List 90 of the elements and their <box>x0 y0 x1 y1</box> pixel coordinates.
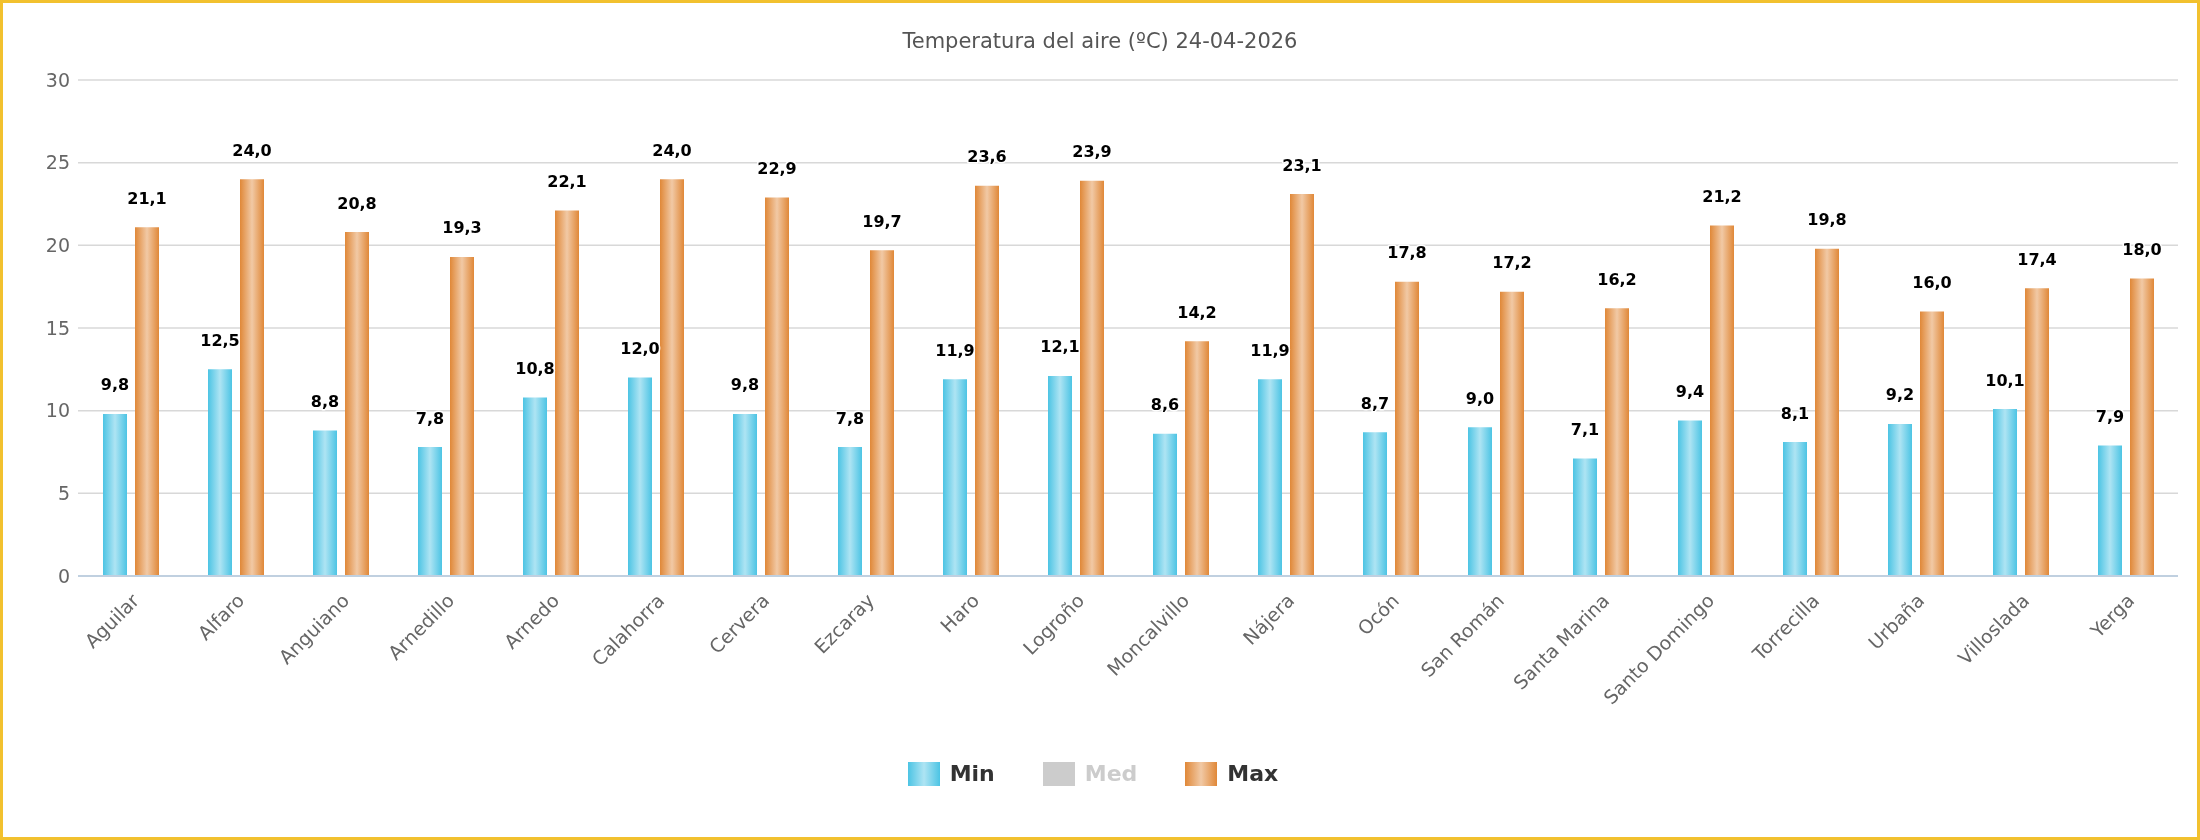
bar <box>2130 278 2154 576</box>
bar <box>1395 281 1419 576</box>
data-label: 11,9 <box>1250 340 1290 360</box>
y-tick-label: 15 <box>45 316 70 339</box>
data-label: 24,0 <box>232 140 272 160</box>
bar <box>313 430 337 576</box>
bar <box>1363 432 1387 576</box>
y-tick-label: 5 <box>57 482 70 505</box>
y-tick-label: 10 <box>45 399 70 422</box>
data-label: 9,8 <box>730 375 760 395</box>
data-label: 10,1 <box>1985 370 2025 390</box>
data-label: 23,6 <box>967 147 1007 167</box>
bar <box>975 185 999 576</box>
bar <box>1500 291 1524 576</box>
data-label: 17,8 <box>1387 243 1427 263</box>
bar <box>523 397 547 576</box>
bar <box>1048 375 1072 576</box>
bar <box>555 210 579 576</box>
bar <box>943 379 967 576</box>
chart-title: Temperatura del aire (ºC) 24-04-2026 <box>901 29 1299 53</box>
data-label: 23,9 <box>1072 142 1112 162</box>
data-label: 7,8 <box>415 408 445 428</box>
bar <box>1815 248 1839 576</box>
data-label: 22,1 <box>547 172 587 192</box>
bar <box>1605 308 1629 576</box>
data-label: 8,1 <box>1780 403 1810 423</box>
data-label: 19,7 <box>862 211 902 231</box>
bar <box>1920 311 1944 576</box>
data-label: 7,8 <box>835 408 865 428</box>
data-label: 16,0 <box>1912 272 1952 292</box>
bar <box>1888 423 1912 576</box>
bar <box>838 447 862 576</box>
data-label: 23,1 <box>1282 155 1322 175</box>
data-label: 16,2 <box>1597 269 1637 289</box>
bar <box>345 232 369 576</box>
bar <box>1290 194 1314 576</box>
data-label: 17,4 <box>2017 249 2057 269</box>
data-label: 10,8 <box>515 358 555 378</box>
bar <box>1573 458 1597 576</box>
bar <box>2098 445 2122 576</box>
data-label: 12,0 <box>620 339 660 359</box>
bar <box>870 250 894 576</box>
data-label: 21,2 <box>1702 186 1742 206</box>
data-label: 9,8 <box>100 375 130 395</box>
y-tick-label: 30 <box>45 68 70 91</box>
legend-label: Min <box>949 761 995 786</box>
data-label: 12,5 <box>200 330 240 350</box>
bar <box>240 179 264 576</box>
data-label: 8,8 <box>310 392 340 412</box>
bar <box>1993 409 2017 576</box>
bar <box>1710 225 1734 576</box>
bar <box>1783 442 1807 576</box>
data-label: 9,0 <box>1465 388 1495 408</box>
data-label: 19,8 <box>1807 210 1847 230</box>
bar <box>1080 180 1104 576</box>
bar <box>450 256 474 576</box>
data-label: 17,2 <box>1492 253 1532 273</box>
bar <box>765 197 789 576</box>
data-label: 19,3 <box>442 218 482 238</box>
legend-label: Max <box>1227 761 1279 786</box>
bar <box>135 227 159 576</box>
data-label: 22,9 <box>757 158 797 178</box>
data-label: 8,6 <box>1150 395 1180 415</box>
data-label: 9,4 <box>1675 382 1705 402</box>
bar <box>1468 427 1492 576</box>
data-label: 7,9 <box>2095 406 2125 426</box>
data-label: 20,8 <box>337 193 377 213</box>
bar <box>2025 288 2049 576</box>
bar <box>733 413 757 576</box>
bar <box>208 369 232 576</box>
bar <box>418 447 442 576</box>
y-tick-label: 0 <box>57 564 70 587</box>
bar <box>628 377 652 576</box>
bar <box>660 179 684 576</box>
y-tick-label: 20 <box>45 234 70 257</box>
data-label: 12,1 <box>1040 337 1080 357</box>
bar <box>1258 379 1282 576</box>
data-label: 11,9 <box>935 340 975 360</box>
data-label: 14,2 <box>1177 302 1217 322</box>
bar <box>1153 433 1177 576</box>
bar <box>1678 420 1702 576</box>
data-label: 18,0 <box>2122 239 2162 259</box>
y-tick-label: 25 <box>45 151 70 174</box>
data-label: 24,0 <box>652 140 692 160</box>
data-label: 8,7 <box>1360 393 1390 413</box>
bar <box>1185 341 1209 576</box>
data-label: 9,2 <box>1885 385 1915 405</box>
bar <box>103 413 127 576</box>
data-label: 7,1 <box>1570 420 1600 440</box>
data-label: 21,1 <box>127 188 167 208</box>
